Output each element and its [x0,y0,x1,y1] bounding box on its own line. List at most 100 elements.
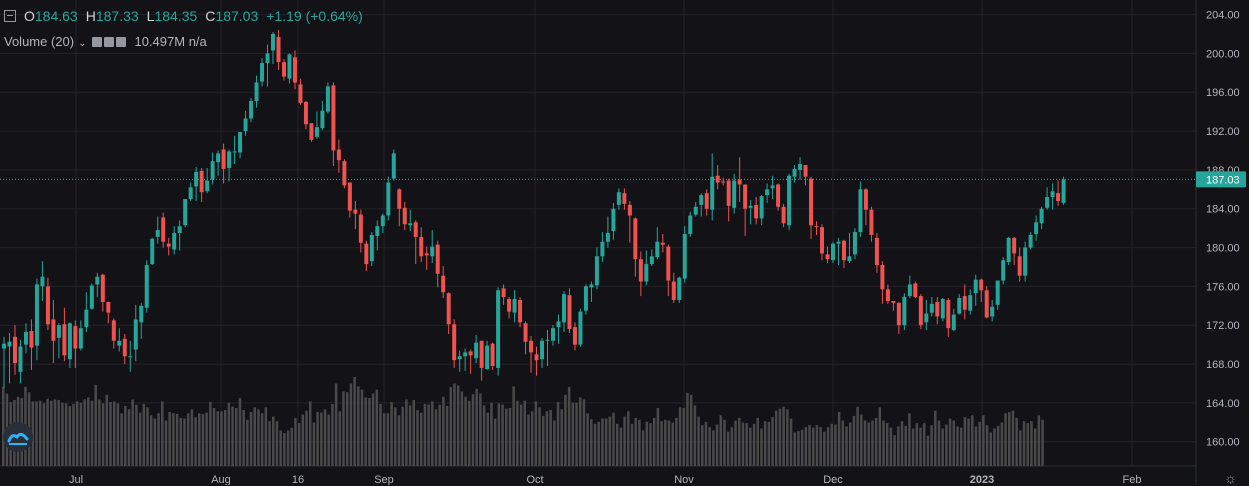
candle-body [45,286,50,325]
volume-bar [275,421,279,466]
time-axis[interactable]: Jul Aug 16 Sep Oct Nov Dec 2023 Feb [69,474,1142,485]
candle-body [18,346,23,372]
price-tick-label: 204.00 [1206,10,1240,22]
candle-body [649,256,654,265]
candle-body [397,189,402,209]
volume-bar [194,417,197,466]
candle-body [391,153,396,179]
volume-bar [937,420,941,466]
candle-body [249,100,254,119]
volume-bar [671,422,674,466]
volume-bar [75,401,79,466]
candle-body [194,171,199,187]
candle-body [1028,234,1033,248]
volume-bar [371,393,375,466]
candle-body [990,306,995,317]
price-tick-label: 176.00 [1206,281,1240,293]
candle-body [468,351,473,356]
candle-body [792,168,797,177]
volume-bar [945,424,948,466]
low-label: L [146,8,155,24]
gear-icon[interactable] [104,37,115,47]
candle-body [726,180,731,206]
volume-bar [449,386,453,466]
volume-bar [157,413,160,466]
candle-body [847,256,852,262]
candle-body [369,234,374,262]
volume-bar [745,423,748,466]
volume-bar [682,407,686,466]
candle-body [995,280,1000,305]
candle-body [34,284,39,346]
candle-body [671,281,676,300]
candle-body [117,340,122,346]
candle-body [507,299,512,312]
volume-bar [179,417,183,466]
volume-bar [556,402,560,466]
candle-body [578,311,583,345]
chevron-down-icon[interactable]: ⌄ [78,38,87,49]
volume-bar [253,407,257,466]
volume-label[interactable]: Volume (20) [4,34,75,49]
candle-body [545,339,550,341]
candle-body [924,313,929,323]
logo-icon[interactable] [3,422,33,452]
volume-bar [819,427,822,466]
volume-bar [615,423,619,466]
candle-body [183,199,188,226]
candle-body [611,208,616,232]
candle-body [380,215,385,227]
volume-bar [198,413,201,466]
volume-bar [627,411,630,466]
volume-bar [438,404,441,466]
volume-bar [889,427,893,466]
volume-bar [512,386,515,466]
candle-body [133,319,138,350]
volume-bar [320,412,323,466]
volume-bar [235,407,238,466]
volume-bar [109,402,112,466]
volume-bar [131,399,134,466]
candle-body [984,290,989,318]
collapse-icon[interactable] [4,10,16,22]
volume-bar [586,413,589,466]
eye-icon[interactable] [92,37,103,47]
volume-bar [623,416,626,466]
volume-bar [434,409,438,466]
candle-body [556,321,561,328]
volume-bar [308,401,312,466]
volume-bar [841,420,845,466]
candle-body [918,296,923,326]
volume-bar [1015,417,1018,466]
candle-body [776,184,781,207]
volume-bar [893,435,896,466]
volume-bar [582,399,586,466]
volume-bar [545,411,549,466]
volume-bar [675,417,678,466]
candle-body [375,226,380,236]
volume-bar [53,399,57,466]
volume-bar [527,414,530,466]
volume-bar [57,400,60,466]
volume-bar [172,413,175,466]
close-icon[interactable] [116,37,127,47]
price-axis[interactable]: 204.00200.00196.00192.00188.00184.00180.… [1196,10,1246,449]
change-value: +1.19 (+0.64%) [266,8,363,24]
volume-bar [797,431,800,466]
volume-bar [845,426,848,466]
settings-icon[interactable]: ☼ [1224,470,1237,486]
candle-body [836,241,841,244]
candle-body [781,206,786,224]
candle-body [567,295,572,330]
volume-bar [460,391,464,466]
volume-bar [1037,415,1041,466]
candle-body [254,82,259,101]
volume-bar [116,403,120,466]
candle-body [485,345,490,369]
close-label: C [205,8,216,24]
candle-body [490,343,495,367]
candle-body [896,302,901,326]
volume-bar [693,405,697,466]
volume-bar [331,404,334,466]
